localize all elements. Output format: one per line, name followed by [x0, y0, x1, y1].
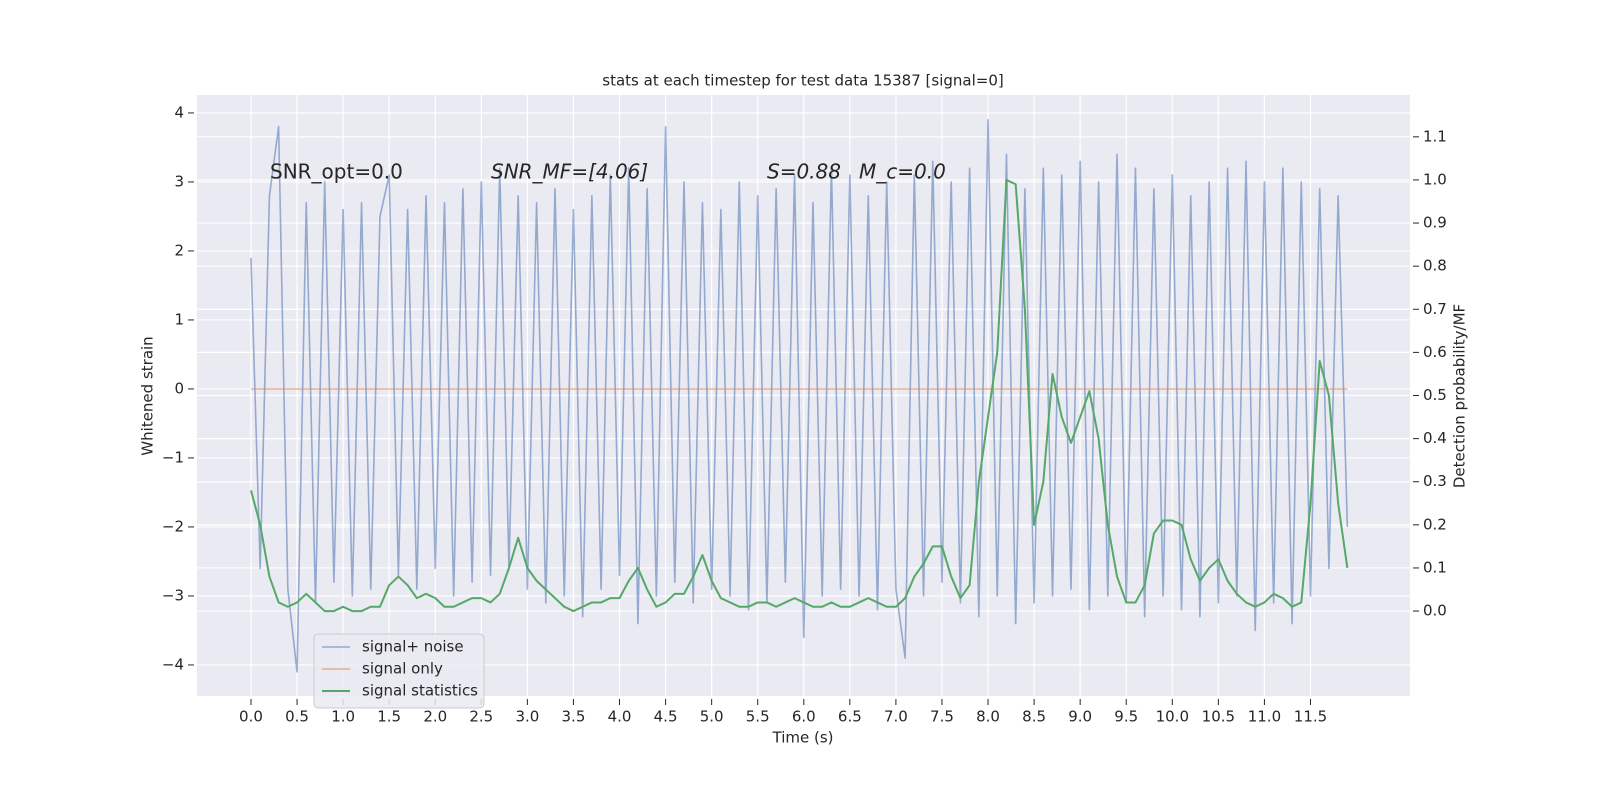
legend-label: signal+ noise — [362, 638, 464, 656]
y-tick-label: −3 — [162, 586, 184, 604]
x-tick-label: 2.5 — [469, 708, 493, 726]
y2-tick-label: 1.1 — [1423, 127, 1447, 145]
x-tick-label: 7.0 — [884, 708, 908, 726]
x-tick-label: 4.0 — [608, 708, 632, 726]
x-tick-label: 8.5 — [1022, 708, 1046, 726]
x-tick-label: 10.5 — [1202, 708, 1235, 726]
x-tick-label: 9.5 — [1114, 708, 1138, 726]
x-tick-label: 4.5 — [654, 708, 678, 726]
x-tick-label: 8.0 — [976, 708, 1000, 726]
x-axis-label: Time (s) — [772, 729, 834, 747]
x-tick-label: 1.0 — [331, 708, 355, 726]
legend-label: signal only — [362, 660, 443, 678]
x-tick-label: 11.5 — [1294, 708, 1327, 726]
x-tick-label: 5.5 — [746, 708, 770, 726]
y-tick-label: 2 — [174, 241, 184, 259]
x-tick-label: 0.5 — [285, 708, 309, 726]
y2-tick-label: 0.6 — [1423, 343, 1447, 361]
x-tick-label: 1.5 — [377, 708, 401, 726]
series-line — [250, 119, 1349, 673]
x-tick-label: 6.5 — [838, 708, 862, 726]
y-tick-label: 4 — [174, 103, 184, 121]
y-tick-label: −1 — [162, 448, 184, 466]
chart-title: stats at each timestep for test data 153… — [602, 72, 1003, 90]
y2-tick-label: 0.2 — [1423, 515, 1447, 533]
x-tick-label: 5.0 — [700, 708, 724, 726]
series-line — [250, 178, 1349, 613]
y2-tick-label: 1.0 — [1423, 170, 1447, 188]
y2-tick-label: 0.7 — [1423, 300, 1447, 318]
y2-tick-label: 0.1 — [1423, 558, 1447, 576]
legend-box — [313, 633, 485, 709]
legend-label: signal statistics — [362, 682, 478, 700]
x-tick-label: 9.0 — [1068, 708, 1092, 726]
y2-tick-label: 0.8 — [1423, 257, 1447, 275]
y2-tick-label: 0.0 — [1423, 602, 1447, 620]
y2-tick-label: 0.3 — [1423, 472, 1447, 490]
y-tick-label: 1 — [174, 310, 184, 328]
y2-tick-label: 0.9 — [1423, 214, 1447, 232]
x-tick-label: 6.0 — [792, 708, 816, 726]
annotation: S=0.88 — [767, 160, 841, 184]
y-tick-label: −2 — [162, 517, 184, 535]
y-tick-label: −4 — [162, 655, 184, 673]
x-tick-label: 3.5 — [562, 708, 586, 726]
x-tick-label: 10.0 — [1156, 708, 1189, 726]
y2-tick-label: 0.4 — [1423, 429, 1447, 447]
y-tick-label: 0 — [174, 379, 184, 397]
x-tick-label: 11.0 — [1248, 708, 1281, 726]
y-axis-label: Whitened strain — [139, 336, 157, 455]
x-tick-label: 7.5 — [930, 708, 954, 726]
annotation: SNR_MF=[4.06] — [491, 160, 648, 184]
x-tick-label: 2.0 — [423, 708, 447, 726]
y2-tick-label: 0.5 — [1423, 386, 1447, 404]
x-tick-label: 3.0 — [515, 708, 539, 726]
y2-axis-label: Detection probability/MF — [1451, 304, 1469, 488]
y-tick-label: 3 — [174, 172, 184, 190]
annotation: M_c=0.0 — [859, 160, 946, 184]
annotation: SNR_opt=0.0 — [270, 160, 403, 184]
x-tick-label: 0.0 — [239, 708, 263, 726]
